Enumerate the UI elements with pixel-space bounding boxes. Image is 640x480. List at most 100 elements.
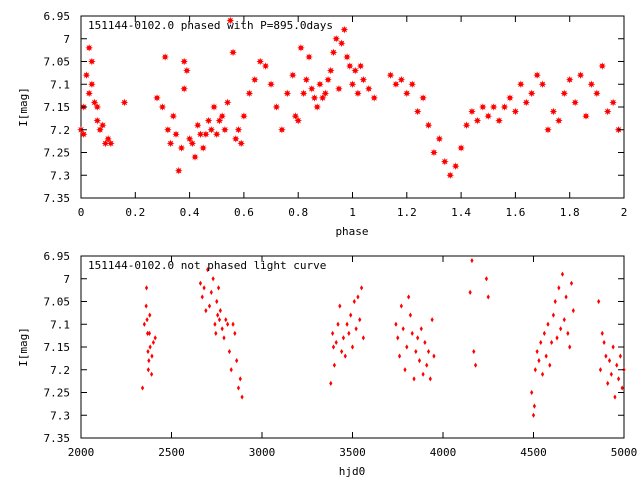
y-tick-label: 7	[63, 33, 70, 46]
data-point	[472, 348, 476, 355]
data-point	[413, 107, 422, 116]
data-point	[212, 130, 221, 139]
data-point	[587, 80, 596, 89]
data-point	[542, 330, 546, 336]
data-point	[620, 385, 624, 391]
data-point	[565, 75, 574, 84]
data-point	[222, 335, 226, 341]
data-point	[416, 335, 420, 341]
y-axis-label: I[mag]	[17, 327, 30, 367]
data-point	[489, 103, 498, 111]
data-point	[261, 62, 270, 70]
data-point	[146, 330, 150, 336]
data-point	[180, 57, 188, 66]
data-points	[77, 16, 623, 180]
y-tick-label: 7.15	[44, 341, 71, 354]
data-point	[359, 75, 368, 84]
data-point	[401, 326, 405, 332]
data-point	[196, 130, 205, 139]
data-point	[548, 362, 552, 368]
data-point	[426, 348, 431, 355]
data-point	[511, 107, 520, 116]
data-point	[229, 367, 233, 373]
data-point	[517, 80, 525, 89]
data-point	[562, 317, 566, 323]
data-point	[602, 339, 606, 346]
data-point	[555, 335, 559, 341]
data-point	[424, 121, 433, 129]
data-point	[307, 85, 316, 93]
data-point	[527, 89, 536, 98]
data-point	[85, 44, 93, 52]
data-point	[337, 39, 346, 48]
data-point	[356, 294, 360, 300]
x-tick-label: 1.6	[505, 206, 525, 219]
data-point	[405, 344, 409, 350]
data-point	[484, 112, 493, 120]
data-point	[204, 116, 213, 125]
data-point	[446, 171, 455, 180]
data-point	[336, 321, 340, 327]
data-point	[90, 98, 99, 107]
data-point	[559, 326, 563, 332]
data-point	[537, 358, 541, 364]
data-point	[593, 89, 601, 98]
data-point	[394, 321, 398, 327]
data-point	[214, 330, 218, 336]
data-point	[618, 353, 622, 359]
data-point	[551, 312, 556, 318]
data-point	[226, 321, 230, 327]
data-point	[533, 367, 537, 373]
data-point	[153, 94, 161, 102]
data-point	[544, 125, 552, 134]
data-point	[495, 116, 503, 125]
data-point	[538, 80, 547, 89]
data-point	[207, 303, 212, 309]
data-point	[166, 139, 175, 148]
data-point	[202, 285, 206, 291]
data-point	[484, 276, 489, 282]
data-point	[215, 298, 219, 305]
data-point	[226, 16, 235, 25]
data-point	[555, 116, 563, 125]
data-point	[185, 135, 194, 143]
x-tick-label: 4500	[520, 446, 547, 459]
data-point	[193, 121, 202, 129]
data-point	[607, 358, 612, 364]
data-point	[305, 53, 313, 61]
data-point	[486, 294, 490, 300]
data-point	[149, 371, 154, 377]
x-tick-label: 0.2	[125, 206, 145, 219]
data-point	[215, 116, 224, 125]
data-point	[352, 298, 356, 305]
data-points	[140, 257, 626, 418]
data-point	[313, 103, 322, 111]
data-point	[430, 317, 434, 323]
data-point	[148, 312, 152, 318]
data-point	[604, 353, 608, 359]
data-point	[399, 303, 403, 309]
y-tick-label: 7.05	[44, 56, 71, 69]
data-point	[256, 57, 264, 66]
data-point	[544, 353, 548, 359]
data-point	[335, 85, 343, 93]
y-tick-label: 6.95	[44, 10, 71, 23]
data-point	[615, 362, 619, 368]
data-point	[223, 98, 232, 107]
data-point	[324, 75, 332, 84]
data-point	[343, 53, 351, 61]
y-tick-label: 7.35	[44, 192, 71, 205]
data-point	[207, 125, 216, 134]
data-point	[540, 371, 545, 377]
data-point	[341, 335, 346, 341]
data-point	[329, 380, 333, 386]
y-tick-label: 7.2	[50, 124, 70, 137]
x-tick-label: 1	[349, 206, 356, 219]
data-point	[93, 103, 102, 111]
data-point	[147, 330, 152, 336]
data-point	[142, 321, 146, 327]
data-point	[218, 308, 222, 314]
x-tick-label: 2500	[158, 446, 185, 459]
data-point	[403, 89, 411, 98]
data-point	[530, 389, 534, 396]
